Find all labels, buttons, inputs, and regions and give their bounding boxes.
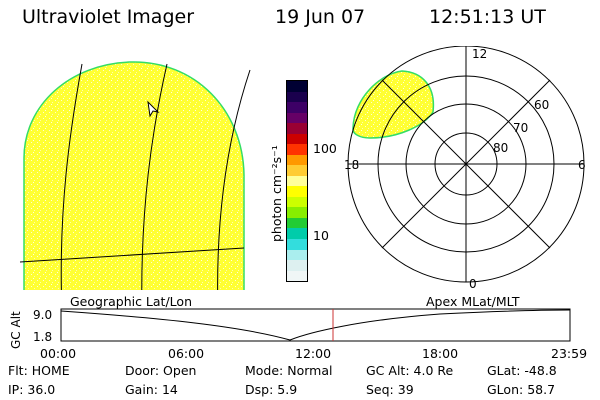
mlt-label-12: 12 bbox=[472, 47, 487, 61]
colorbar-segment bbox=[287, 123, 307, 134]
time-tick-1800: 18:00 bbox=[422, 346, 459, 361]
colorbar-segment bbox=[287, 81, 307, 92]
colorbar-segment bbox=[287, 260, 307, 271]
mlt-label-6: 6 bbox=[578, 158, 586, 172]
altitude-tick-9: 9.0 bbox=[33, 308, 52, 322]
colorbar-segment bbox=[287, 165, 307, 176]
apex-polar-map: 12 18 6 0 60 70 80 bbox=[344, 46, 586, 291]
sequence-status: Seq: 39 bbox=[366, 382, 414, 397]
door-status: Door: Open bbox=[125, 363, 197, 378]
altitude-timeline-chart: 9.0 1.8 GC Alt bbox=[9, 308, 571, 349]
altitude-curve bbox=[60, 309, 571, 341]
meridian-line bbox=[217, 69, 251, 290]
cursor-icon bbox=[147, 100, 160, 118]
meridian-line bbox=[141, 63, 168, 290]
altitude-axis-label: GC Alt bbox=[9, 311, 23, 349]
colorbar-segment bbox=[287, 144, 307, 155]
colorbar-segment bbox=[287, 186, 307, 197]
color-scale-bar bbox=[286, 80, 308, 282]
mlt-label-18: 18 bbox=[344, 158, 359, 172]
colorbar-segment bbox=[287, 207, 307, 218]
app-title: Ultraviolet Imager bbox=[22, 6, 195, 28]
colorbar-segment bbox=[287, 133, 307, 145]
mlat-label-70: 70 bbox=[513, 121, 528, 135]
colorbar-segment bbox=[287, 112, 307, 124]
mlt-label-0: 0 bbox=[469, 277, 477, 291]
geographic-longitude: GLon: 58.7 bbox=[487, 382, 556, 397]
gain-status: Gain: 14 bbox=[125, 382, 178, 397]
colorbar-tick-10: 10 bbox=[313, 228, 329, 243]
colorbar-segment bbox=[287, 228, 307, 239]
time-tick-1200: 12:00 bbox=[295, 346, 332, 361]
mlat-label-60: 60 bbox=[534, 98, 549, 112]
earth-disk bbox=[23, 61, 245, 290]
flight-status: Flt: HOME bbox=[8, 363, 70, 378]
geographic-map bbox=[19, 61, 251, 290]
colorbar-segment bbox=[287, 196, 307, 208]
meridian-line bbox=[60, 63, 83, 290]
colorbar-segment bbox=[287, 175, 307, 187]
timeline-frame bbox=[60, 308, 571, 342]
colorbar-tick-100: 100 bbox=[313, 141, 337, 156]
ip-status: IP: 36.0 bbox=[8, 382, 56, 397]
colorbar-segment bbox=[287, 217, 307, 229]
gc-altitude-status: GC Alt: 4.0 Re bbox=[366, 363, 454, 378]
time-tick-0600: 06:00 bbox=[168, 346, 205, 361]
colorbar-segment bbox=[287, 270, 307, 282]
image-time: 12:51:13 UT bbox=[429, 6, 546, 28]
mlt-diagonal bbox=[381, 79, 551, 249]
mlat-label-80: 80 bbox=[493, 141, 508, 155]
colorbar-segment bbox=[287, 154, 307, 166]
image-date: 19 Jun 07 bbox=[275, 6, 366, 28]
auroral-emission-patch bbox=[352, 70, 435, 139]
polar-map-label: Apex MLat/MLT bbox=[426, 294, 520, 309]
geographic-latitude: GLat: -48.8 bbox=[487, 363, 557, 378]
colorbar-segment bbox=[287, 91, 307, 103]
colorbar-segment bbox=[287, 238, 307, 250]
time-tick-2359: 23:59 bbox=[551, 346, 588, 361]
parallel-line bbox=[19, 247, 245, 263]
colorbar-unit-label: photon cm⁻²s⁻¹ bbox=[269, 145, 284, 242]
time-tick-0000: 00:00 bbox=[40, 346, 77, 361]
colorbar-segment bbox=[287, 249, 307, 261]
geographic-map-label: Geographic Lat/Lon bbox=[70, 294, 192, 309]
mode-status: Mode: Normal bbox=[245, 363, 333, 378]
colorbar-segment bbox=[287, 102, 307, 113]
dsp-status: Dsp: 5.9 bbox=[245, 382, 298, 397]
altitude-tick-1.8: 1.8 bbox=[33, 330, 52, 344]
